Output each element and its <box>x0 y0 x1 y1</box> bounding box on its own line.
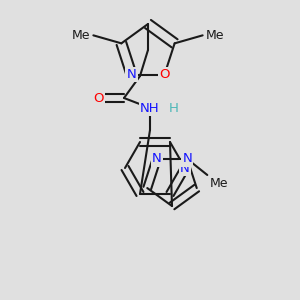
Text: N: N <box>127 68 136 81</box>
Text: O: O <box>159 68 170 81</box>
Text: Me: Me <box>72 29 90 42</box>
Text: Me: Me <box>209 177 228 190</box>
Text: O: O <box>93 92 103 104</box>
Text: Me: Me <box>206 29 224 42</box>
Text: H: H <box>169 101 179 115</box>
Text: NH: NH <box>140 101 160 115</box>
Text: N: N <box>182 152 192 166</box>
Text: N: N <box>180 161 190 175</box>
Text: N: N <box>152 152 162 166</box>
